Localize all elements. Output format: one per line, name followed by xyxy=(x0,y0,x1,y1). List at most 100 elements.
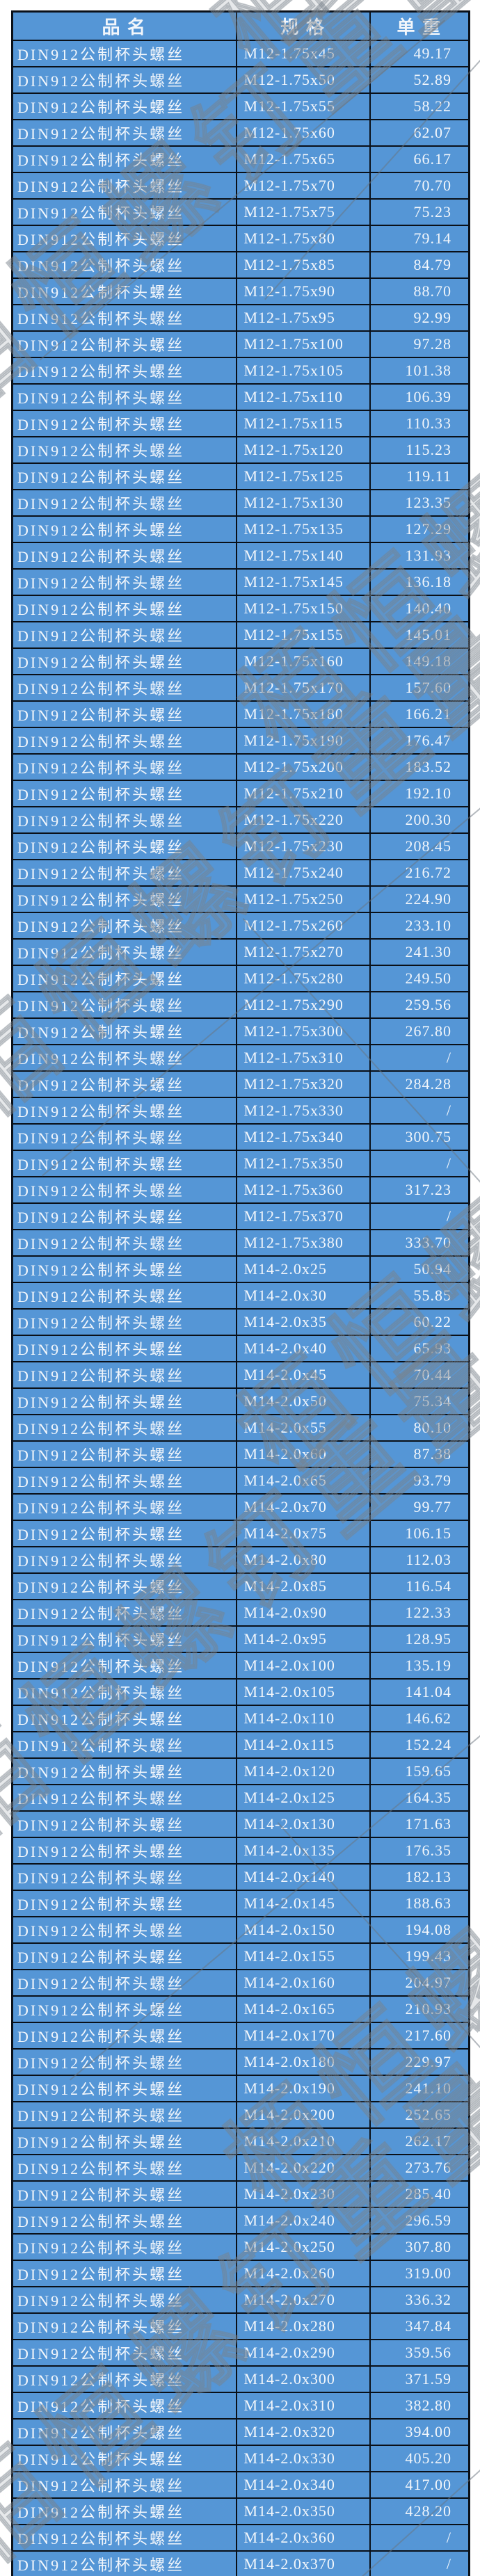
product-name-cell: DIN912公制杯头螺丝 xyxy=(11,1150,237,1177)
weight-cell: 317.23 xyxy=(369,1176,470,1204)
table-row: DIN912公制杯头螺丝 M12-1.75x125 119.11 xyxy=(11,462,470,490)
product-name-cell: DIN912公制杯头螺丝 xyxy=(11,1440,237,1468)
product-name-cell: DIN912公制杯头螺丝 xyxy=(11,2233,237,2261)
spec-cell: M12-1.75x120 xyxy=(235,436,371,464)
weight-cell: 84.79 xyxy=(369,251,470,279)
table-row: DIN912公制杯头螺丝 M14-2.0x75 106.15 xyxy=(11,1520,470,1547)
table-row: DIN912公制杯头螺丝 M12-1.75x290 259.56 xyxy=(11,991,470,1019)
product-name-cell: DIN912公制杯头螺丝 xyxy=(11,727,237,755)
table-header-row: 品 名 规 格 单 重 xyxy=(11,10,470,41)
spec-cell: M12-1.75x360 xyxy=(235,1176,371,1204)
product-name-cell: DIN912公制杯头螺丝 xyxy=(11,780,237,807)
product-name-cell: DIN912公制杯头螺丝 xyxy=(11,1520,237,1547)
weight-cell: 52.89 xyxy=(369,66,470,94)
product-name-cell: DIN912公制杯头螺丝 xyxy=(11,1414,237,1442)
table-row: DIN912公制杯头螺丝 M14-2.0x155 199.43 xyxy=(11,1942,470,1970)
table-row: DIN912公制杯头螺丝 M14-2.0x270 336.32 xyxy=(11,2286,470,2314)
product-name-cell: DIN912公制杯头螺丝 xyxy=(11,304,237,332)
weight-cell: 79.14 xyxy=(369,225,470,252)
spec-cell: M14-2.0x130 xyxy=(235,1810,371,1838)
product-name-cell: DIN912公制杯头螺丝 xyxy=(11,515,237,543)
weight-cell: 110.33 xyxy=(369,410,470,437)
product-name-cell: DIN912公制杯头螺丝 xyxy=(11,1890,237,1917)
weight-cell: 382.80 xyxy=(369,2392,470,2420)
weight-cell: 210.93 xyxy=(369,1995,470,2023)
spec-cell: M12-1.75x135 xyxy=(235,515,371,543)
product-name-cell: DIN912公制杯头螺丝 xyxy=(11,674,237,702)
table-row: DIN912公制杯头螺丝 M14-2.0x60 87.38 xyxy=(11,1440,470,1468)
spec-cell: M14-2.0x340 xyxy=(235,2471,371,2499)
weight-cell: 123.35 xyxy=(369,489,470,517)
weight-cell: 166.21 xyxy=(369,700,470,728)
table-row: DIN912公制杯头螺丝 M12-1.75x135 127.29 xyxy=(11,515,470,543)
spec-cell: M14-2.0x280 xyxy=(235,2312,371,2340)
spec-cell: M12-1.75x200 xyxy=(235,753,371,781)
spec-cell: M14-2.0x125 xyxy=(235,1784,371,1812)
table-row: DIN912公制杯头螺丝 M12-1.75x350/ xyxy=(11,1150,470,1177)
spec-cell: M14-2.0x145 xyxy=(235,1890,371,1917)
weight-cell: 259.56 xyxy=(369,991,470,1019)
product-name-cell: DIN912公制杯头螺丝 xyxy=(11,2339,237,2367)
table-row: DIN912公制杯头螺丝 M14-2.0x55 80.10 xyxy=(11,1414,470,1442)
table-row: DIN912公制杯头螺丝 M12-1.75x200 183.52 xyxy=(11,753,470,781)
product-name-cell: DIN912公制杯头螺丝 xyxy=(11,1625,237,1653)
product-name-cell: DIN912公制杯头螺丝 xyxy=(11,832,237,860)
spec-cell: M12-1.75x65 xyxy=(235,145,371,173)
weight-cell: 241.30 xyxy=(369,938,470,966)
table-row: DIN912公制杯头螺丝 M12-1.75x320 284.28 xyxy=(11,1070,470,1098)
product-name-cell: DIN912公制杯头螺丝 xyxy=(11,277,237,305)
product-name-cell: DIN912公制杯头螺丝 xyxy=(11,965,237,992)
table-row: DIN912公制杯头螺丝 M12-1.75x330/ xyxy=(11,1097,470,1125)
table-row: DIN912公制杯头螺丝 M12-1.75x140 131.93 xyxy=(11,542,470,570)
spec-cell: M14-2.0x180 xyxy=(235,2048,371,2076)
product-name-cell: DIN912公制杯头螺丝 xyxy=(11,1493,237,1521)
spec-cell: M14-2.0x290 xyxy=(235,2339,371,2367)
table-row: DIN912公制杯头螺丝 M12-1.75x100 97.28 xyxy=(11,330,470,358)
spec-cell: M14-2.0x150 xyxy=(235,1916,371,1944)
table-row: DIN912公制杯头螺丝 M14-2.0x100 135.19 xyxy=(11,1652,470,1680)
product-name-cell: DIN912公制杯头螺丝 xyxy=(11,1467,237,1495)
spec-cell: M12-1.75x50 xyxy=(235,66,371,94)
spec-cell: M14-2.0x135 xyxy=(235,1837,371,1865)
weight-cell: / xyxy=(369,1097,470,1125)
table-row: DIN912公制杯头螺丝 M14-2.0x30 55.85 xyxy=(11,1282,470,1310)
table-row: DIN912公制杯头螺丝 M12-1.75x105 101.38 xyxy=(11,357,470,385)
weight-cell: 97.28 xyxy=(369,330,470,358)
weight-cell: 224.90 xyxy=(369,885,470,913)
spec-cell: M12-1.75x170 xyxy=(235,674,371,702)
weight-cell: 284.28 xyxy=(369,1070,470,1098)
weight-cell: 62.07 xyxy=(369,119,470,147)
product-name-cell: DIN912公制杯头螺丝 xyxy=(11,1599,237,1627)
product-name-cell: DIN912公制杯头螺丝 xyxy=(11,2418,237,2446)
spec-cell: M14-2.0x220 xyxy=(235,2154,371,2182)
weight-cell: 92.99 xyxy=(369,304,470,332)
table-row: DIN912公制杯头螺丝 M12-1.75x270 241.30 xyxy=(11,938,470,966)
spec-cell: M12-1.75x80 xyxy=(235,225,371,252)
product-name-cell: DIN912公制杯头螺丝 xyxy=(11,2445,237,2472)
screw-weight-table: 品 名 规 格 单 重 DIN912公制杯头螺丝 M12-1.75x45 49.17… xyxy=(11,10,470,2576)
table-row: DIN912公制杯头螺丝 M14-2.0x250 307.80 xyxy=(11,2233,470,2261)
product-name-cell: DIN912公制杯头螺丝 xyxy=(11,1916,237,1944)
weight-cell: 307.80 xyxy=(369,2233,470,2261)
product-name-cell: DIN912公制杯头螺丝 xyxy=(11,410,237,437)
table-row: DIN912公制杯头螺丝 M12-1.75x370/ xyxy=(11,1202,470,1230)
table-row: DIN912公制杯头螺丝 M14-2.0x280 347.84 xyxy=(11,2312,470,2340)
product-name-cell: DIN912公制杯头螺丝 xyxy=(11,2550,237,2576)
weight-cell: 267.80 xyxy=(369,1017,470,1045)
spec-cell: M12-1.75x110 xyxy=(235,383,371,411)
product-name-cell: DIN912公制杯头螺丝 xyxy=(11,859,237,887)
table-row: DIN912公制杯头螺丝 M12-1.75x150 140.40 xyxy=(11,595,470,622)
weight-cell: 112.03 xyxy=(369,1546,470,1574)
table-row: DIN912公制杯头螺丝 M14-2.0x135 176.35 xyxy=(11,1837,470,1865)
product-name-cell: DIN912公制杯头螺丝 xyxy=(11,2524,237,2552)
spec-cell: M12-1.75x340 xyxy=(235,1123,371,1151)
header-spec: 规 格 xyxy=(235,10,371,41)
weight-cell: 70.70 xyxy=(369,172,470,200)
spec-cell: M12-1.75x60 xyxy=(235,119,371,147)
weight-cell: 229.97 xyxy=(369,2048,470,2076)
table-row: DIN912公制杯头螺丝 M14-2.0x260 319.00 xyxy=(11,2260,470,2287)
weight-cell: 333.70 xyxy=(369,1229,470,1257)
product-name-cell: DIN912公制杯头螺丝 xyxy=(11,1070,237,1098)
weight-cell: 135.19 xyxy=(369,1652,470,1680)
